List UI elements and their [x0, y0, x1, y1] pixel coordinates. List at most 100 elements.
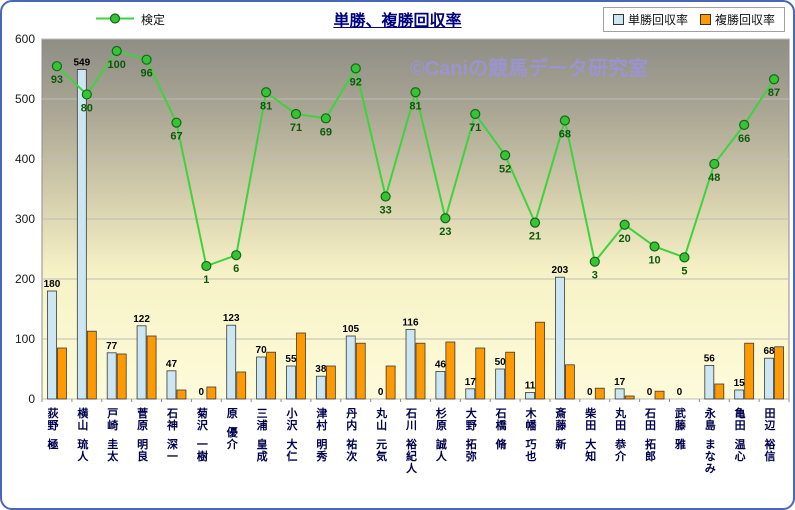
svg-text:1: 1 — [203, 274, 209, 286]
svg-text:56: 56 — [704, 353, 716, 364]
svg-text:原: 原 — [137, 419, 148, 432]
svg-text:48: 48 — [708, 172, 720, 184]
svg-text:内: 内 — [346, 418, 357, 432]
svg-text:500: 500 — [15, 92, 35, 106]
svg-text:71: 71 — [469, 122, 481, 134]
svg-text:71: 71 — [290, 122, 302, 134]
svg-text:拓: 拓 — [466, 437, 477, 451]
svg-text:神: 神 — [167, 418, 178, 432]
svg-text:0: 0 — [28, 392, 35, 406]
svg-text:0: 0 — [677, 387, 683, 398]
svg-text:6: 6 — [233, 263, 239, 275]
svg-text:0: 0 — [199, 387, 205, 398]
legend-win-label: 単勝回収率 — [627, 13, 688, 27]
svg-text:み: み — [705, 462, 716, 475]
svg-text:荻: 荻 — [47, 406, 59, 420]
svg-text:菅: 菅 — [137, 406, 148, 420]
svg-text:木: 木 — [525, 406, 538, 420]
svg-text:皇: 皇 — [257, 437, 268, 451]
svg-text:脩: 脩 — [495, 437, 508, 451]
legend: 単勝回収率 複勝回収率 — [602, 7, 785, 32]
svg-text:11: 11 — [525, 380, 536, 391]
svg-text:菊: 菊 — [197, 406, 208, 420]
svg-text:誠: 誠 — [436, 437, 447, 451]
svg-text:気: 気 — [376, 449, 387, 463]
svg-text:成: 成 — [257, 449, 268, 463]
svg-text:田: 田 — [585, 419, 596, 432]
svg-text:知: 知 — [584, 449, 596, 463]
svg-text:郎: 郎 — [645, 449, 656, 463]
svg-text:81: 81 — [409, 100, 421, 112]
legend-item-win: 単勝回収率 — [612, 11, 688, 28]
svg-text:大: 大 — [286, 437, 297, 451]
svg-text:田: 田 — [615, 419, 626, 432]
svg-text:横: 横 — [77, 406, 89, 420]
svg-text:優: 優 — [226, 425, 239, 439]
svg-text:123: 123 — [223, 313, 240, 324]
svg-text:明: 明 — [137, 438, 148, 451]
svg-text:50: 50 — [495, 357, 507, 368]
svg-text:裕: 裕 — [764, 437, 776, 451]
svg-text:秀: 秀 — [315, 449, 327, 463]
svg-text:丸: 丸 — [614, 406, 627, 420]
svg-text:巧: 巧 — [526, 438, 537, 451]
svg-text:祐: 祐 — [346, 437, 357, 451]
svg-text:杉: 杉 — [436, 406, 447, 420]
place-swatch-icon — [699, 14, 711, 25]
svg-text:田: 田 — [765, 407, 776, 420]
svg-text:野: 野 — [47, 419, 58, 432]
svg-text:大: 大 — [585, 437, 596, 451]
svg-text:石: 石 — [166, 407, 178, 420]
svg-text:次: 次 — [346, 449, 357, 463]
svg-text:203: 203 — [552, 265, 569, 276]
svg-text:辺: 辺 — [765, 419, 776, 432]
line-marker-icon — [94, 12, 136, 28]
svg-text:新: 新 — [555, 437, 566, 451]
svg-text:武: 武 — [675, 406, 686, 420]
page-title: 単勝、複勝回収率 — [333, 13, 462, 30]
svg-text:10: 10 — [648, 254, 660, 266]
svg-text:浦: 浦 — [257, 418, 268, 432]
svg-text:極: 極 — [46, 437, 58, 451]
svg-text:180: 180 — [44, 279, 61, 290]
svg-text:105: 105 — [342, 324, 359, 335]
svg-text:80: 80 — [81, 102, 93, 114]
svg-text:17: 17 — [465, 377, 477, 388]
svg-text:崎: 崎 — [107, 418, 118, 432]
svg-text:0: 0 — [378, 387, 384, 398]
svg-text:樹: 樹 — [197, 449, 208, 463]
svg-text:石: 石 — [495, 407, 507, 420]
svg-text:原: 原 — [227, 407, 238, 420]
svg-text:柴: 柴 — [584, 406, 597, 420]
svg-text:17: 17 — [614, 377, 626, 388]
svg-text:温: 温 — [735, 437, 746, 451]
svg-text:人: 人 — [436, 449, 448, 463]
svg-text:77: 77 — [106, 341, 118, 352]
svg-text:21: 21 — [529, 231, 541, 243]
svg-text:15: 15 — [734, 378, 746, 389]
svg-text:116: 116 — [402, 317, 419, 328]
svg-text:96: 96 — [140, 68, 152, 80]
svg-text:67: 67 — [170, 131, 182, 143]
legend-item-place: 複勝回収率 — [699, 11, 775, 28]
svg-text:69: 69 — [320, 126, 332, 138]
svg-text:丹: 丹 — [346, 407, 357, 420]
svg-text:山: 山 — [376, 418, 387, 432]
svg-text:元: 元 — [376, 438, 387, 451]
svg-text:70: 70 — [256, 345, 268, 356]
svg-text:仁: 仁 — [286, 449, 297, 463]
svg-text:裕: 裕 — [405, 437, 417, 451]
svg-text:村: 村 — [316, 418, 327, 432]
svg-text:太: 太 — [106, 449, 119, 463]
legend-test-label: 検定 — [141, 13, 166, 27]
svg-text:33: 33 — [379, 205, 391, 217]
svg-text:心: 心 — [735, 450, 746, 463]
svg-text:549: 549 — [73, 58, 90, 69]
svg-text:人: 人 — [406, 461, 418, 475]
svg-text:200: 200 — [15, 272, 35, 286]
svg-text:川: 川 — [405, 419, 417, 432]
svg-text:一: 一 — [197, 439, 208, 451]
svg-text:93: 93 — [51, 74, 63, 86]
